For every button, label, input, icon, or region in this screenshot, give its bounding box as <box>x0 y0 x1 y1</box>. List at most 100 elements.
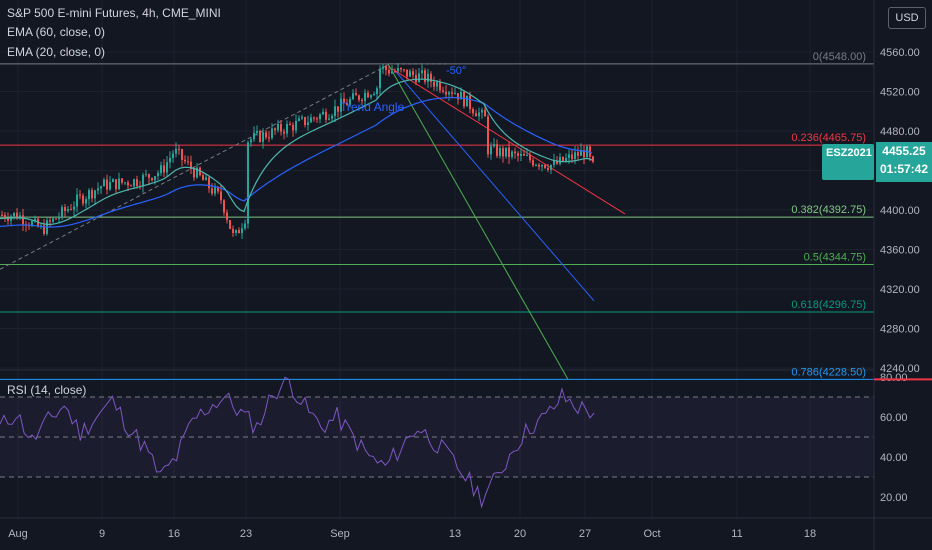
ema-lines <box>0 78 593 228</box>
candle-body <box>82 195 84 204</box>
candle-body <box>511 151 513 158</box>
candle-body <box>346 103 348 106</box>
candle-body <box>49 220 51 222</box>
candle-body <box>289 124 291 126</box>
candle-body <box>73 206 75 210</box>
candle-body <box>313 117 315 119</box>
candle-body <box>298 118 300 121</box>
candle-body <box>127 182 129 186</box>
candle-body <box>226 212 228 221</box>
time-tick-label: Oct <box>643 528 660 540</box>
candle-body <box>562 156 564 162</box>
candle-body <box>55 218 57 220</box>
candle-body <box>475 113 477 117</box>
candle-body <box>388 69 390 74</box>
rsi-tick-label: 80.00 <box>880 372 908 384</box>
candle-body <box>535 164 537 166</box>
candle-body <box>178 148 180 150</box>
candle-body <box>235 229 237 233</box>
candle-body <box>538 164 540 167</box>
rsi-legend[interactable]: RSI (14, close) <box>7 383 87 397</box>
candle-body <box>409 71 411 77</box>
candle-body <box>295 120 297 131</box>
trend-angle-label: Trend Angle <box>340 100 405 114</box>
price-tick-label: 4400.00 <box>880 205 920 217</box>
candle-body <box>373 93 375 96</box>
trend-line <box>391 68 626 215</box>
candle-body <box>385 66 387 70</box>
candle-body <box>244 223 246 229</box>
trend-drawings <box>0 63 626 380</box>
candle-body <box>454 93 456 95</box>
candle-body <box>427 73 429 82</box>
candle-body <box>205 177 207 181</box>
candle-body <box>403 69 405 71</box>
candle-body <box>415 74 417 83</box>
candle-body <box>532 160 534 166</box>
candle-body <box>142 175 144 187</box>
candle-body <box>469 95 471 110</box>
candle-body <box>484 109 486 117</box>
candle-body <box>241 228 243 234</box>
candle-body <box>463 92 465 107</box>
ema20-legend[interactable]: EMA (20, close, 0) <box>7 45 106 59</box>
candle-body <box>514 151 516 154</box>
candle-body <box>544 164 546 168</box>
candle-body <box>280 123 282 132</box>
candle-body <box>268 137 270 139</box>
candle-body <box>424 70 426 82</box>
candle-body <box>421 70 423 74</box>
candle-body <box>259 131 261 142</box>
candle-body <box>160 165 162 173</box>
candle-body <box>442 90 444 92</box>
candle-body <box>412 71 414 75</box>
ema60-legend[interactable]: EMA (60, close, 0) <box>7 25 106 39</box>
candle-body <box>79 194 81 196</box>
candle-body <box>124 182 126 184</box>
candle-body <box>574 152 576 160</box>
candle-body <box>349 99 351 106</box>
candle-body <box>559 156 561 164</box>
currency-button[interactable]: USD <box>888 7 926 29</box>
candle-body <box>307 122 309 125</box>
candle-body <box>4 215 6 219</box>
fib-label: 0.382(4392.75) <box>791 204 866 216</box>
candle-body <box>112 179 114 182</box>
candle-body <box>328 118 330 120</box>
candle-body <box>274 128 276 131</box>
candle-body <box>220 191 222 201</box>
candle-body <box>7 218 9 221</box>
candle-body <box>448 92 450 95</box>
candle-body <box>229 220 231 229</box>
fibonacci-levels: 0(4548.00) 0.236(4465.75) 0.382(4392.75) 0.… <box>0 51 874 380</box>
candle-body <box>568 154 570 158</box>
price-tick-label: 4480.00 <box>880 126 920 138</box>
time-tick-label: 16 <box>168 528 180 540</box>
candle-body <box>256 131 258 133</box>
time-tick-label: Sep <box>330 528 350 540</box>
chart-title[interactable]: S&P 500 E-mini Futures, 4h, CME_MINI <box>7 6 221 20</box>
last-price-box: 4455.25 01:57:42 <box>876 142 932 182</box>
price-tick-label: 4280.00 <box>880 324 920 336</box>
candle-body <box>196 167 198 178</box>
ema60-line <box>0 97 593 228</box>
candle-body <box>340 98 342 112</box>
candle-body <box>304 117 306 125</box>
candle-body <box>262 132 264 142</box>
candle-body <box>181 149 183 160</box>
candle-body <box>43 225 45 234</box>
candle-body <box>508 147 510 158</box>
candle-body <box>265 132 267 138</box>
candle-body <box>460 92 462 100</box>
candle-body <box>547 167 549 170</box>
candle-body <box>331 115 333 119</box>
candle-body <box>490 146 492 155</box>
candle-body <box>352 93 354 100</box>
candle-body <box>316 118 318 120</box>
candle-body <box>286 124 288 134</box>
candle-body <box>166 162 168 173</box>
candle-body <box>334 106 336 116</box>
price-tick-label: 4520.00 <box>880 87 920 99</box>
candle-body <box>277 123 279 131</box>
